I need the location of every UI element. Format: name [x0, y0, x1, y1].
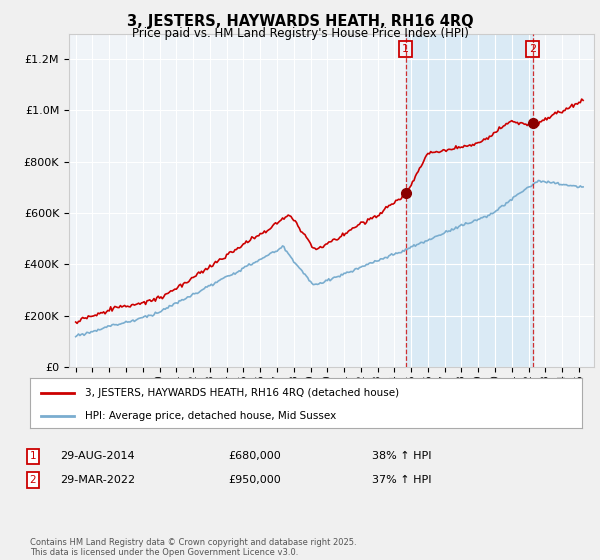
- Text: 3, JESTERS, HAYWARDS HEATH, RH16 4RQ: 3, JESTERS, HAYWARDS HEATH, RH16 4RQ: [127, 14, 473, 29]
- Text: 37% ↑ HPI: 37% ↑ HPI: [372, 475, 431, 485]
- Text: HPI: Average price, detached house, Mid Sussex: HPI: Average price, detached house, Mid …: [85, 411, 337, 421]
- Text: £950,000: £950,000: [228, 475, 281, 485]
- Text: 3, JESTERS, HAYWARDS HEATH, RH16 4RQ (detached house): 3, JESTERS, HAYWARDS HEATH, RH16 4RQ (de…: [85, 388, 400, 398]
- Text: 2: 2: [29, 475, 37, 485]
- Text: 29-AUG-2014: 29-AUG-2014: [60, 451, 134, 461]
- Text: Contains HM Land Registry data © Crown copyright and database right 2025.
This d: Contains HM Land Registry data © Crown c…: [30, 538, 356, 557]
- Text: 2: 2: [529, 44, 536, 54]
- Bar: [406, 34, 533, 367]
- Text: Price paid vs. HM Land Registry's House Price Index (HPI): Price paid vs. HM Land Registry's House …: [131, 27, 469, 40]
- Text: 1: 1: [402, 44, 409, 54]
- Text: 38% ↑ HPI: 38% ↑ HPI: [372, 451, 431, 461]
- Text: 1: 1: [29, 451, 37, 461]
- Text: 29-MAR-2022: 29-MAR-2022: [60, 475, 135, 485]
- Text: £680,000: £680,000: [228, 451, 281, 461]
